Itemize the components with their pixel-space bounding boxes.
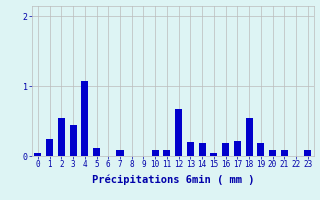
Bar	[164, 150, 171, 156]
Bar	[222, 143, 229, 156]
Bar	[234, 141, 241, 156]
Bar	[199, 143, 206, 156]
Bar	[81, 81, 88, 156]
Bar	[304, 150, 311, 156]
Bar	[69, 125, 76, 156]
Bar	[269, 150, 276, 156]
Bar	[93, 148, 100, 156]
Bar	[152, 150, 159, 156]
Bar	[257, 143, 264, 156]
Bar	[210, 153, 217, 156]
X-axis label: Précipitations 6min ( mm ): Précipitations 6min ( mm )	[92, 175, 254, 185]
Bar	[281, 150, 288, 156]
Bar	[116, 150, 124, 156]
Bar	[187, 142, 194, 156]
Bar	[58, 118, 65, 156]
Bar	[245, 118, 252, 156]
Bar	[46, 139, 53, 156]
Bar	[34, 153, 41, 156]
Bar	[175, 109, 182, 156]
